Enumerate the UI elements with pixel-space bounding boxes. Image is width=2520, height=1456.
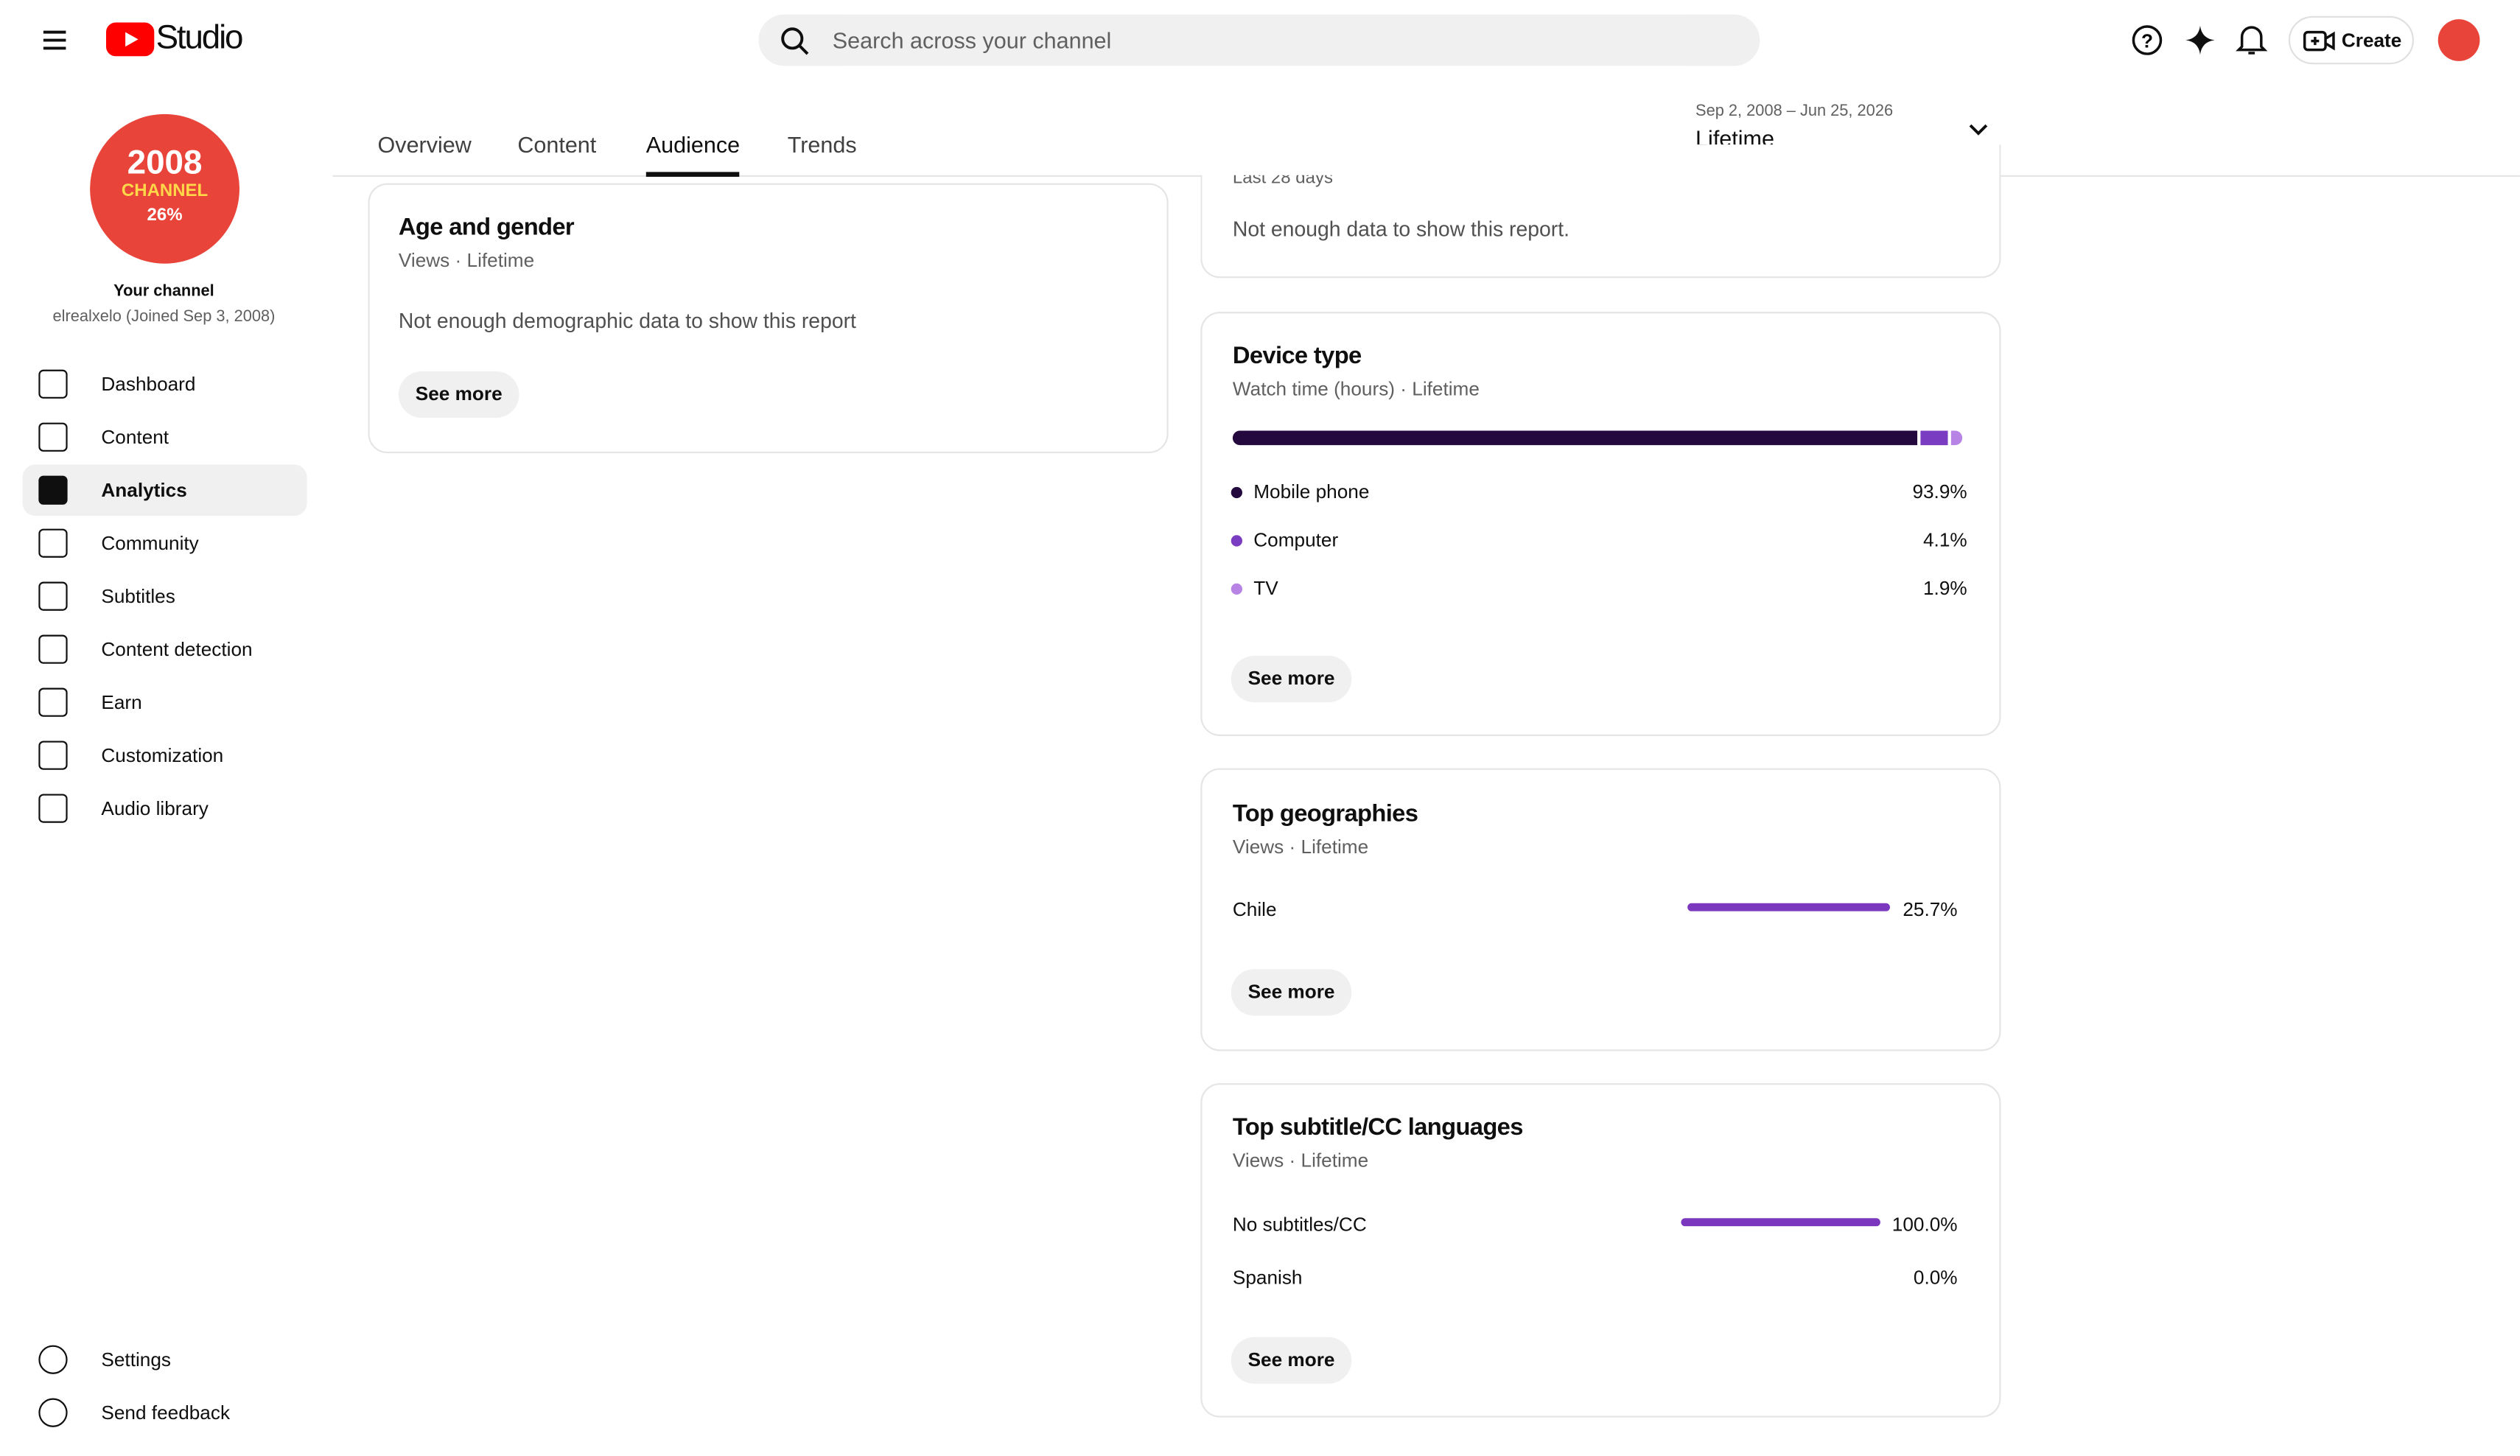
device-value: 93.9% xyxy=(1912,480,1967,503)
nav-item[interactable]: Subtitles xyxy=(101,584,175,608)
tab[interactable]: Trends xyxy=(787,131,857,158)
card-subtitle: Watch time (hours) · Lifetime xyxy=(1232,377,1480,401)
nav-icon xyxy=(38,369,68,399)
card-title: Device type xyxy=(1232,342,1362,370)
nav-item[interactable]: Dashboard xyxy=(101,373,196,396)
nav-item[interactable]: Content detection xyxy=(101,637,253,661)
see-more-button[interactable]: See more xyxy=(1231,1337,1352,1384)
search-icon xyxy=(781,27,809,55)
nav-icon xyxy=(38,475,68,505)
card-subtitle: Views · Lifetime xyxy=(1232,1149,1369,1172)
channel-avatar: 2008 CHANNEL 26% xyxy=(90,113,239,264)
row-name: No subtitles/CC xyxy=(1232,1213,1367,1236)
nav-icon xyxy=(38,422,68,452)
see-more-button[interactable]: See more xyxy=(398,371,519,419)
see-more-button[interactable]: See more xyxy=(1231,969,1352,1016)
nav-item[interactable]: Audio library xyxy=(101,797,209,820)
device-value: 4.1% xyxy=(1922,528,1967,552)
spark-icon[interactable] xyxy=(2184,24,2216,57)
help-icon[interactable]: ? xyxy=(2131,24,2163,57)
legend-dot xyxy=(1231,583,1242,595)
bell-icon[interactable] xyxy=(2236,23,2268,58)
menu-icon[interactable] xyxy=(41,26,69,55)
nav-icon xyxy=(38,687,68,717)
nav-item[interactable]: Community xyxy=(101,531,199,555)
create-label: Create xyxy=(2341,29,2402,52)
row-bar xyxy=(1687,903,1890,911)
tab[interactable]: Overview xyxy=(377,131,472,158)
nav-icon xyxy=(38,1398,68,1427)
device-value: 1.9% xyxy=(1922,577,1967,600)
create-icon xyxy=(2303,30,2335,52)
search-placeholder: Search across your channel xyxy=(832,27,1112,53)
card-title: Top geographies xyxy=(1232,800,1418,828)
card-subtitle: Views · Lifetime xyxy=(1232,836,1369,858)
nav-active-bg xyxy=(22,464,307,517)
nav-item[interactable]: Customization xyxy=(101,743,224,767)
logo-text: Studio xyxy=(155,19,244,57)
see-more-button[interactable]: See more xyxy=(1231,655,1352,703)
date-dropdown[interactable] xyxy=(1967,119,1990,141)
svg-text:?: ? xyxy=(2141,29,2153,52)
row-name: Chile xyxy=(1232,898,1277,921)
header-mask xyxy=(1200,144,2000,175)
device-bar-segment xyxy=(1920,430,1948,446)
logo-icon xyxy=(105,22,155,57)
avatar-percent: 26% xyxy=(147,206,183,225)
row-value: 100.0% xyxy=(1891,1213,1958,1236)
legend-dot xyxy=(1231,486,1242,499)
nav-item[interactable]: Settings xyxy=(101,1348,171,1371)
nav-item[interactable]: Earn xyxy=(101,690,142,714)
row-name: Spanish xyxy=(1232,1266,1303,1289)
card-title: Age and gender xyxy=(398,214,575,242)
avatar-word: CHANNEL xyxy=(121,181,209,201)
avatar-year: 2008 xyxy=(127,144,203,182)
nav-icon xyxy=(38,634,68,664)
date-range: Sep 2, 2008 – Jun 25, 2026 xyxy=(1695,102,1894,121)
device-name: Mobile phone xyxy=(1253,480,1370,503)
channel-sub: elrealxelo (Joined Sep 3, 2008) xyxy=(52,308,276,326)
nav-icon xyxy=(38,794,68,823)
nav-icon xyxy=(38,581,68,611)
row-value: 25.7% xyxy=(1903,898,1958,921)
row-value: 0.0% xyxy=(1913,1266,1958,1289)
partial-message: Not enough data to show this report. xyxy=(1232,217,1570,242)
row-bar xyxy=(1681,1218,1880,1227)
nav-item[interactable]: Send feedback xyxy=(101,1401,231,1424)
legend-dot xyxy=(1231,535,1242,547)
card-title: Top subtitle/CC languages xyxy=(1232,1113,1524,1141)
nav-icon xyxy=(38,528,68,558)
account-avatar[interactable] xyxy=(2437,19,2480,61)
card-subtitle: Views · Lifetime xyxy=(398,249,535,272)
search-box[interactable]: Search across your channel xyxy=(758,14,1760,66)
card-message: Not enough demographic data to show this… xyxy=(398,308,856,333)
tab[interactable]: Audience xyxy=(645,131,741,158)
nav-icon xyxy=(38,1345,68,1374)
nav-item[interactable]: Content xyxy=(101,425,169,449)
nav-icon xyxy=(38,741,68,770)
device-name: Computer xyxy=(1253,528,1339,552)
channel-title: Your channel xyxy=(113,282,214,301)
device-bar-segment xyxy=(1950,430,1962,446)
nav-item[interactable]: Analytics xyxy=(101,478,187,502)
device-name: TV xyxy=(1253,577,1278,600)
create-button[interactable]: Create xyxy=(2288,15,2415,65)
device-bar-segment xyxy=(1232,430,1918,446)
tab[interactable]: Content xyxy=(517,131,597,158)
tab-underline xyxy=(645,172,740,177)
